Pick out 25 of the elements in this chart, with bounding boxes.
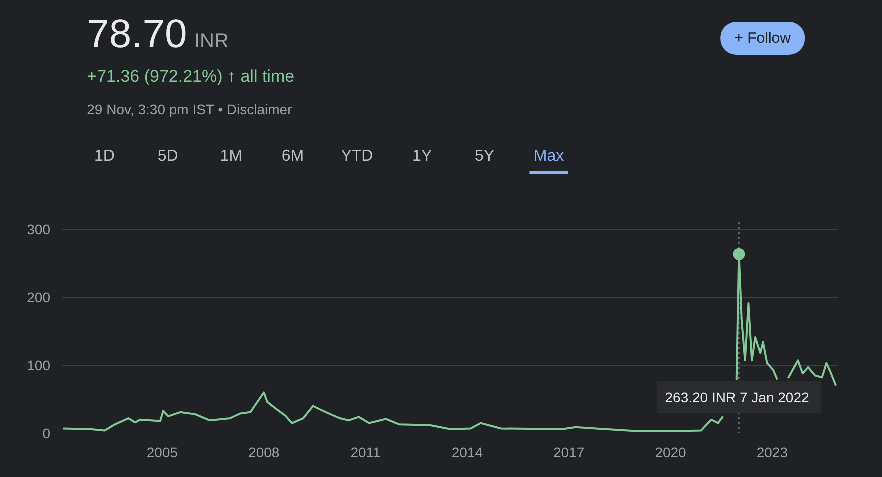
text: 78.70 [87, 12, 188, 56]
text: 29 Nov, 3:30 pm IST • Disclaimer [87, 102, 293, 118]
text: 1D [94, 148, 115, 165]
text: 6M [282, 148, 304, 165]
text: YTD [341, 148, 374, 165]
text: 5Y [475, 148, 495, 165]
x-tick-label: 2020 [655, 444, 687, 460]
x-tick-label: 2005 [146, 444, 178, 460]
y-tick-label: 0 [42, 426, 51, 442]
y-tick-label: 300 [27, 221, 51, 238]
text: + Follow [734, 30, 792, 47]
text: +71.36 (972.21%) ↑ all time [87, 67, 295, 86]
text: 5D [158, 148, 178, 165]
x-tick-label: 2023 [756, 444, 788, 460]
text: INR [194, 30, 229, 52]
y-tick-label: 200 [27, 289, 51, 306]
text: Max [534, 148, 564, 165]
y-tick-label: 100 [27, 357, 51, 374]
text: 1M [220, 148, 243, 165]
annotation: 263.20 INR 7 Jan 2022 [665, 389, 810, 406]
x-tick-label: 2008 [248, 444, 280, 460]
x-tick-label: 2011 [350, 444, 382, 460]
x-tick-label: 2014 [452, 444, 484, 460]
text: 1Y [412, 148, 432, 165]
x-tick-label: 2017 [554, 444, 585, 460]
